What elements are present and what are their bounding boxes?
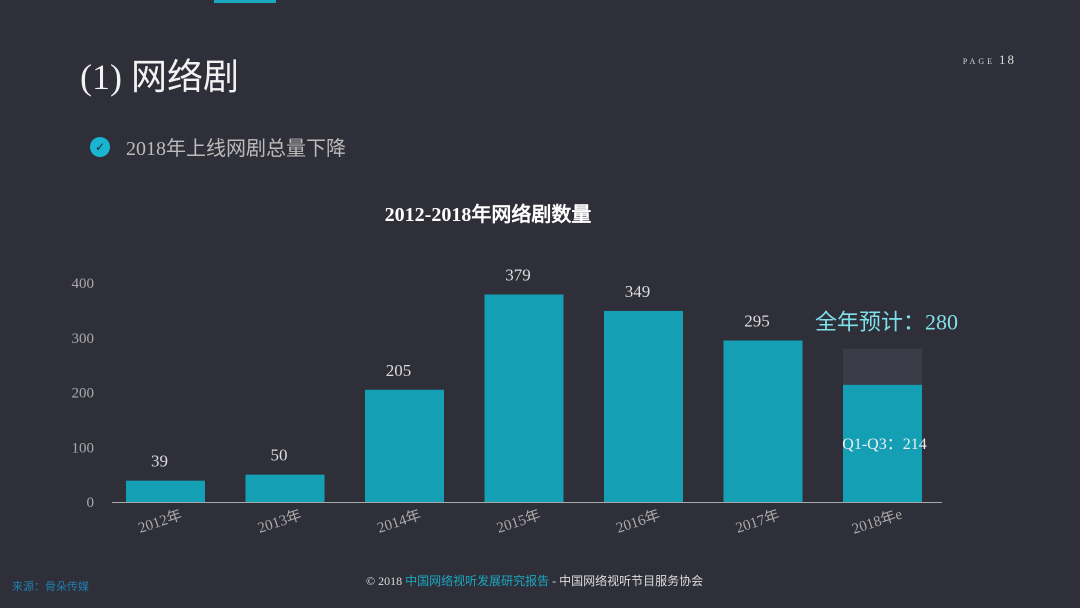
y-tick-label: 400 bbox=[72, 276, 95, 292]
data-label: 295 bbox=[744, 311, 770, 330]
y-tick-label: 200 bbox=[72, 386, 95, 402]
report-name: 中国网络视听发展研究报告 bbox=[405, 574, 550, 588]
y-tick-label: 0 bbox=[87, 495, 95, 511]
x-tick-label: 2017年 bbox=[734, 507, 782, 537]
footer: © 2018 中国网络视听发展研究报告 - 中国网络视听节目服务协会 bbox=[366, 574, 704, 588]
x-tick-label: 2012年 bbox=[136, 507, 184, 537]
bullet-text: 2018年上线网剧总量下降 bbox=[126, 138, 346, 160]
page-number: PAGE 18 bbox=[962, 52, 1016, 67]
partial-label: Q1-Q3：214 bbox=[842, 436, 926, 453]
chart-title: 2012-2018年网络剧数量 bbox=[384, 204, 592, 226]
y-tick-label: 100 bbox=[72, 440, 95, 456]
page-title: (1) 网络剧 bbox=[80, 57, 239, 97]
bar bbox=[365, 389, 444, 502]
y-tick-label: 300 bbox=[72, 331, 95, 347]
x-tick-label: 2015年 bbox=[495, 507, 543, 537]
bar bbox=[604, 310, 683, 502]
bar bbox=[843, 384, 922, 502]
x-tick-label: 2013年 bbox=[256, 507, 304, 537]
data-label: 379 bbox=[505, 265, 531, 284]
data-label: 50 bbox=[271, 446, 288, 465]
bar bbox=[723, 340, 803, 502]
bullet-point: ✓ 2018年上线网剧总量下降 bbox=[90, 132, 346, 161]
data-label: 349 bbox=[625, 282, 651, 301]
check-circle-icon: ✓ bbox=[90, 136, 110, 157]
x-tick-label: 2018年e bbox=[850, 506, 905, 538]
data-label: 205 bbox=[386, 361, 412, 380]
bar bbox=[484, 294, 564, 502]
data-label: 39 bbox=[151, 452, 168, 471]
source-text: 来源：骨朵传媒 bbox=[12, 580, 89, 593]
top-accent-bar bbox=[214, 0, 276, 3]
x-tick-label: 2014年 bbox=[375, 507, 423, 537]
bar bbox=[126, 480, 205, 502]
bar bbox=[245, 474, 325, 502]
x-tick-label: 2016年 bbox=[614, 507, 662, 537]
forecast-label: 全年预计：280 bbox=[815, 310, 958, 335]
